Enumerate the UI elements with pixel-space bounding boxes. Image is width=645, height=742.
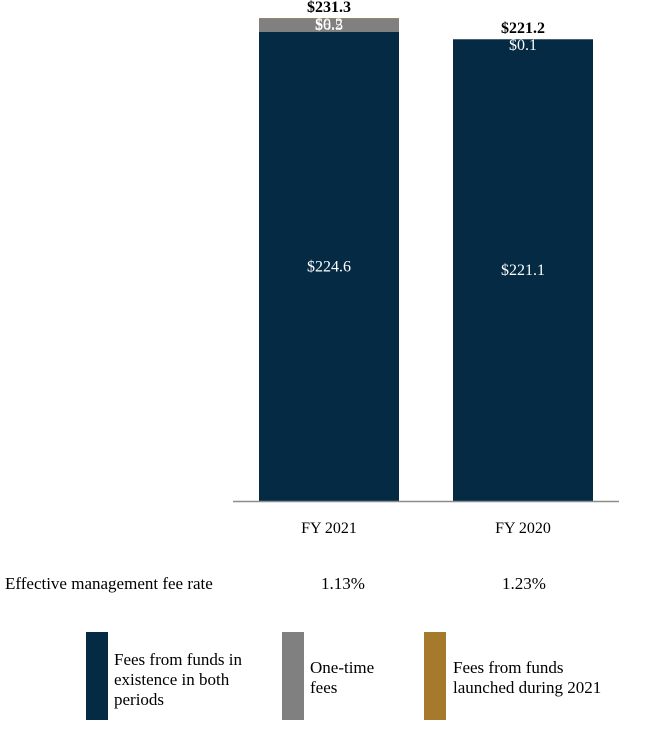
fee-rate-label: Effective management fee rate [5, 574, 213, 593]
data-label-fy-2021-fees-from-funds-in-existence-in-both-periods: $224.6 [307, 258, 351, 275]
legend-label-new-funds-2021: Fees from funds launched during 2021 [453, 658, 602, 697]
legend-label-existing-funds: Fees from funds in existence in both per… [114, 650, 242, 709]
legend-swatch-new-funds-2021 [424, 632, 446, 720]
category-label-fy-2021: FY 2021 [301, 520, 357, 537]
legend-swatch-existing-funds [86, 632, 108, 720]
data-label-fy-2021-one-time-fees: $6.5 [315, 17, 343, 34]
category-label-fy-2020: FY 2020 [495, 520, 551, 537]
stacked-bar-chart: $224.6 $6.5$0.2$231.3 FY 2021 $221.1 $0.1$22… [233, 0, 619, 537]
chart-legend: Fees from funds in existence in both per… [0, 632, 645, 722]
fee-rate-fy2021: 1.13% [321, 574, 365, 593]
bar-fy-2020-fees-from-funds-in-existence-in-both-periods [453, 39, 593, 501]
fee-rate-fy2020: 1.23% [502, 574, 546, 593]
total-label-fy-2021: $231.3 [307, 0, 351, 16]
legend-label-one-time-fees: One-time fees [310, 658, 375, 697]
bar-fy-2021-fees-from-funds-in-existence-in-both-periods [259, 31, 399, 502]
data-label-fy-2020-one-time-fees: $0.1 [509, 37, 537, 54]
legend-swatch-one-time-fees [282, 632, 304, 720]
bar-fy-2021-one-time-fees [259, 18, 399, 32]
total-label-fy-2020: $221.2 [501, 20, 545, 37]
fee-rate-row: Effective management fee rate 1.13% 1.23… [0, 574, 645, 598]
data-label-fy-2021-fees-from-funds-launched-during-2021: $0.2 [315, 16, 343, 33]
data-label-fy-2020-fees-from-funds-in-existence-in-both-periods: $221.1 [501, 262, 545, 279]
